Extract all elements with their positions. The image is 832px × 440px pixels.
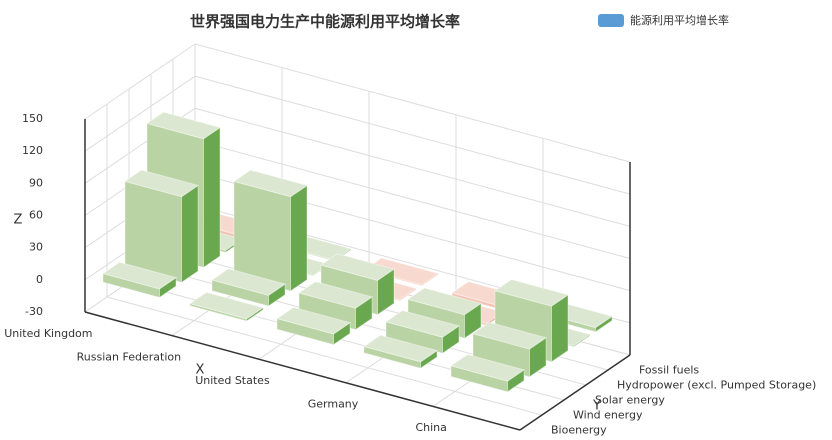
bar-face [363,257,440,286]
x-tick-label: Germany [308,398,359,411]
bar-face [319,253,396,281]
legend-swatch [598,14,624,27]
grid-line [84,75,631,195]
y-tick-label: Fossil fuels [639,364,699,377]
bar [275,306,352,346]
y-tick-label: Bioenergy [551,424,607,437]
bar-face [493,278,570,307]
y-axis-name: Y [592,399,601,414]
bar-face [123,169,200,198]
axis-line [84,311,521,431]
bar-face [449,353,526,382]
bar-face [471,321,548,350]
bar-face [362,334,439,363]
bar [123,169,200,284]
z-tick-label: 0 [36,273,43,286]
z-tick-label: -30 [25,305,43,318]
bar-face [145,111,222,140]
bar [362,334,439,370]
z-axis-name: Z [14,213,23,228]
bar [210,268,287,307]
z-tick-label: 30 [29,241,43,254]
chart-title: 世界强国电力生产中能源利用平均增长率 [190,13,460,31]
z-tick-label: 60 [29,209,43,222]
bar-face [406,287,483,316]
bar-face [203,126,221,269]
x-tick-label: United Kingdom [4,327,92,340]
bar [232,169,309,292]
z-tick-label: 90 [29,176,43,189]
bar-face [210,268,287,296]
bar [449,353,526,393]
y-tick-label: Wind energy [573,409,643,422]
legend-label: 能源利用平均增长率 [630,13,729,27]
bar [188,291,265,322]
y-tick-label: Solar energy [595,394,665,407]
bar-face [181,184,199,284]
x-tick-label: Russian Federation [77,350,181,363]
z-tick-label: 120 [22,144,43,157]
z-tick-label: 150 [22,112,43,125]
bar-face [290,184,308,292]
bar [384,310,461,355]
x-tick-label: United States [195,374,270,387]
x-tick-label: China [415,421,446,434]
axis-line [519,354,631,431]
bar-face [101,261,178,290]
grid-line [84,43,631,163]
bar-face [297,281,374,309]
bar [471,321,548,378]
grid-line [84,107,631,227]
bar-face [188,291,265,320]
x-axis-name: X [196,363,205,378]
bar-face [232,169,309,198]
bar-face [384,310,461,338]
bar [101,261,178,299]
bar-face [275,306,352,335]
y-tick-label: Hydropower (excl. Pumped Storage) [617,379,816,392]
